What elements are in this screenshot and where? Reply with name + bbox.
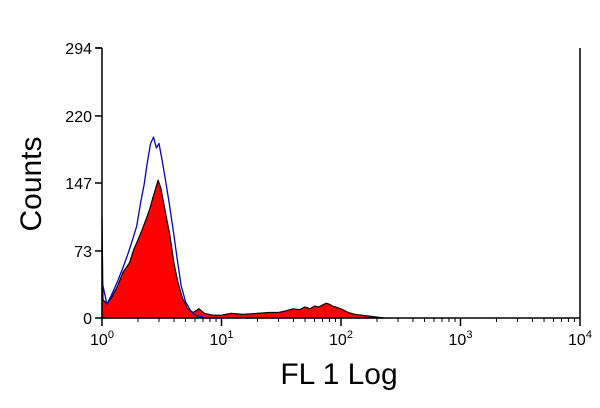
y-tick-label: 220 [65, 109, 92, 126]
y-tick-label: 294 [65, 41, 92, 58]
y-axis-ticks: 0 73 147 220 294 [65, 41, 102, 328]
x-axis-label: FL 1 Log [280, 358, 397, 391]
x-tick-label: 100 [90, 329, 114, 349]
x-tick-label: 101 [210, 329, 234, 349]
series-0-filled-histogram [101, 179, 385, 319]
y-tick-label: 147 [65, 176, 92, 193]
axes-layer [96, 47, 581, 319]
x-tick-label: 102 [329, 329, 353, 349]
x-axis-ticks: 100 101 102 103 104 [90, 318, 592, 349]
series-layer [101, 136, 385, 319]
y-tick-label: 0 [83, 311, 92, 328]
x-tick-label: 103 [449, 329, 473, 349]
x-tick-label: 104 [568, 329, 592, 349]
series-1-outline-histogram [101, 136, 204, 318]
y-tick-label: 73 [74, 244, 92, 261]
y-axis-label: Counts [15, 136, 48, 231]
